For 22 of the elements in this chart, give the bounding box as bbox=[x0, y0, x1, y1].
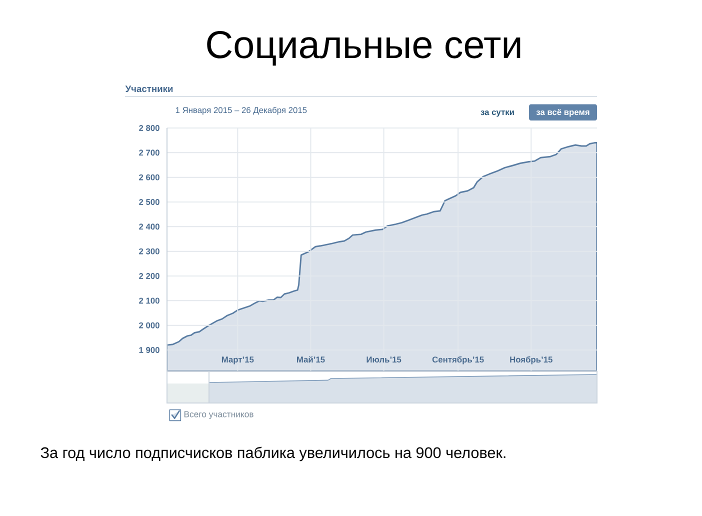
text: За год число подписчисков паблика увеличилось на 900 человек. bbox=[40, 446, 506, 462]
x-tick-label: Май’15 bbox=[297, 356, 325, 363]
y-tick-label: 2 600 bbox=[139, 174, 160, 180]
y-tick-label: 2 500 bbox=[139, 199, 160, 205]
y-tick-label: 2 000 bbox=[139, 322, 160, 328]
y-tick-label: 2 700 bbox=[139, 150, 160, 156]
chart-subtitle: Участники bbox=[125, 86, 173, 92]
x-tick-label: Сентябрь’15 bbox=[432, 356, 484, 364]
y-tick-label: 2 100 bbox=[139, 298, 160, 304]
text: за сутки bbox=[480, 110, 514, 117]
text: за всё время bbox=[536, 109, 590, 117]
chart-title: Социальные сети bbox=[207, 30, 520, 66]
y-tick-label: 2 800 bbox=[139, 125, 160, 131]
y-tick-label: 2 400 bbox=[139, 224, 160, 230]
x-tick-label: Июль’15 bbox=[366, 356, 402, 363]
text: 1 Января 2015 – 26 Декабря 2015 bbox=[176, 106, 307, 115]
x-tick-label: Март’15 bbox=[222, 356, 254, 364]
y-tick-label: 1 900 bbox=[139, 347, 160, 353]
y-tick-label: 2 300 bbox=[139, 248, 160, 254]
x-tick-label: Ноябрь’15 bbox=[510, 356, 552, 364]
y-tick-label: 2 200 bbox=[139, 273, 160, 279]
legend-label: Всего участников bbox=[184, 411, 254, 420]
